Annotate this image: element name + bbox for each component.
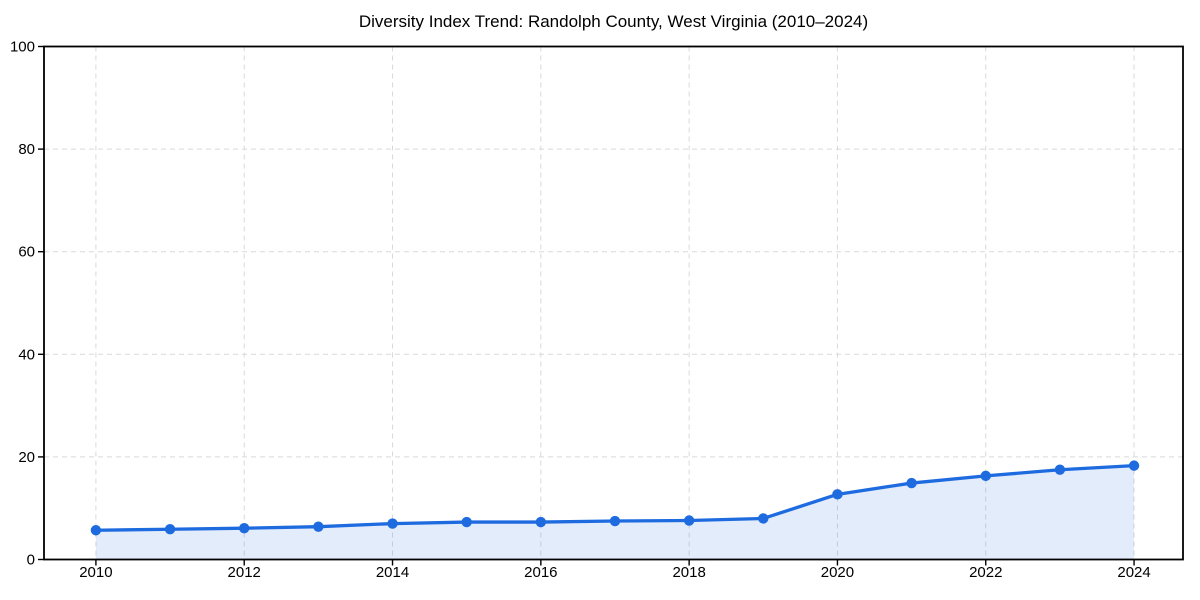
data-point (1054, 464, 1066, 475)
data-point (758, 513, 769, 524)
y-tick-label: 60 (18, 244, 35, 261)
plot-border (43, 45, 1184, 561)
data-point (906, 477, 917, 489)
y-tick-label: 40 (18, 346, 35, 363)
x-tick-label: 2024 (1117, 564, 1150, 581)
data-point (980, 470, 991, 482)
data-point (313, 521, 324, 532)
data-point (164, 524, 176, 535)
x-tick-label: 2012 (228, 564, 261, 581)
x-tick-label: 2010 (79, 564, 112, 581)
x-tick-label: 2020 (821, 564, 854, 581)
data-point (461, 516, 472, 528)
data-point (683, 515, 695, 526)
data-point (90, 525, 102, 536)
y-tick-label: 20 (18, 449, 35, 466)
data-point (239, 523, 250, 534)
x-tick-label: 2022 (969, 564, 1002, 581)
data-point (609, 515, 621, 527)
y-tick-label: 0 (27, 552, 35, 569)
data-point (1128, 460, 1140, 471)
x-tick-label: 2016 (524, 564, 557, 581)
y-tick-label: 80 (18, 141, 35, 158)
x-tick-label: 2014 (376, 564, 409, 581)
data-point (832, 489, 843, 500)
chart-title: Diversity Index Trend: Randolph County, … (358, 12, 869, 31)
y-tick-label: 100 (10, 39, 35, 56)
data-point (535, 516, 547, 528)
data-point (387, 518, 398, 529)
x-tick-label: 2018 (672, 564, 705, 581)
area-fill (95, 465, 1135, 560)
